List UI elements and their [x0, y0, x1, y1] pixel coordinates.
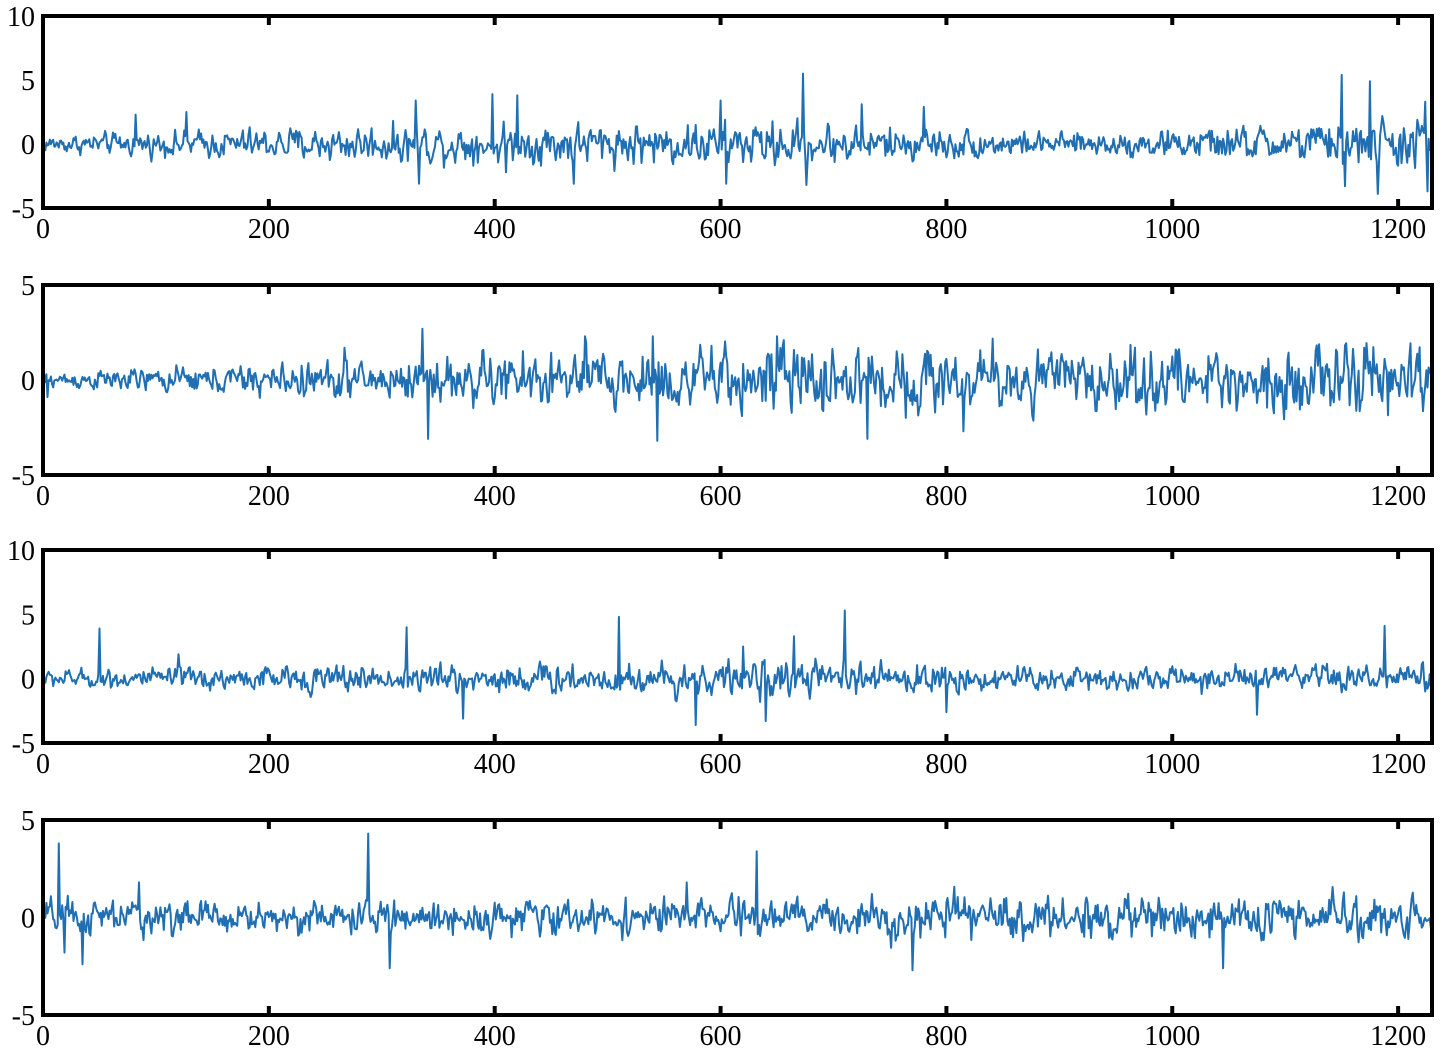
x-tick-label: 1000 [1144, 481, 1200, 512]
x-tick-label: 800 [925, 1021, 967, 1051]
y-tick-label: 5 [21, 271, 35, 302]
y-tick-label: 0 [21, 904, 35, 935]
x-tick-label: 200 [248, 749, 290, 780]
plot-frame [41, 818, 1434, 1017]
series-line [42, 327, 1433, 468]
x-tick-label: 200 [248, 1021, 290, 1051]
x-tick-label: 600 [700, 481, 742, 512]
x-tick-label: 0 [36, 749, 50, 780]
x-tick-label: 200 [248, 214, 290, 245]
x-tick-label: 0 [36, 481, 50, 512]
plot-frame [41, 548, 1434, 745]
x-tick-label: 0 [36, 1021, 50, 1051]
y-tick-label: 0 [21, 130, 35, 161]
y-tick-label: 10 [7, 536, 35, 567]
x-tick-label: 1200 [1370, 481, 1426, 512]
x-tick-label: 800 [925, 749, 967, 780]
x-tick-label: 1200 [1370, 214, 1426, 245]
x-tick-label: 200 [248, 481, 290, 512]
series-line [42, 72, 1433, 195]
x-tick-label: 800 [925, 481, 967, 512]
y-tick-label: 5 [21, 66, 35, 97]
x-tick-label: 1000 [1144, 749, 1200, 780]
panel-2-chart: 0 200 400 600 800 1000 1200-505 [12, 271, 1434, 512]
x-tick-label: 1000 [1144, 1021, 1200, 1051]
plot-frame [41, 283, 1434, 477]
x-tick-label: 600 [700, 749, 742, 780]
x-tick-label: 1000 [1144, 214, 1200, 245]
y-tick-label: 0 [21, 665, 35, 696]
y-tick-label: -5 [12, 729, 35, 760]
x-tick-label: 1200 [1370, 749, 1426, 780]
y-tick-label: 5 [21, 806, 35, 837]
x-tick-label: 600 [700, 214, 742, 245]
y-tick-label: 5 [21, 600, 35, 631]
series-line [42, 609, 1433, 726]
x-tick-label: 0 [36, 214, 50, 245]
y-tick-label: 10 [7, 2, 35, 33]
plot-frame [41, 14, 1434, 210]
x-tick-label: 400 [474, 481, 516, 512]
series-line [42, 832, 1433, 972]
y-tick-label: 0 [21, 366, 35, 397]
x-tick-label: 400 [474, 214, 516, 245]
x-tick-label: 400 [474, 1021, 516, 1051]
x-tick-label: 1200 [1370, 1021, 1426, 1051]
x-tick-label: 400 [474, 749, 516, 780]
panel-4-chart: 0 200 400 600 800 1000 1200-505 [12, 806, 1434, 1051]
y-tick-label: -5 [12, 1001, 35, 1032]
x-tick-label: 800 [925, 214, 967, 245]
y-tick-label: -5 [12, 194, 35, 225]
x-tick-label: 600 [700, 1021, 742, 1051]
y-tick-label: -5 [12, 461, 35, 492]
